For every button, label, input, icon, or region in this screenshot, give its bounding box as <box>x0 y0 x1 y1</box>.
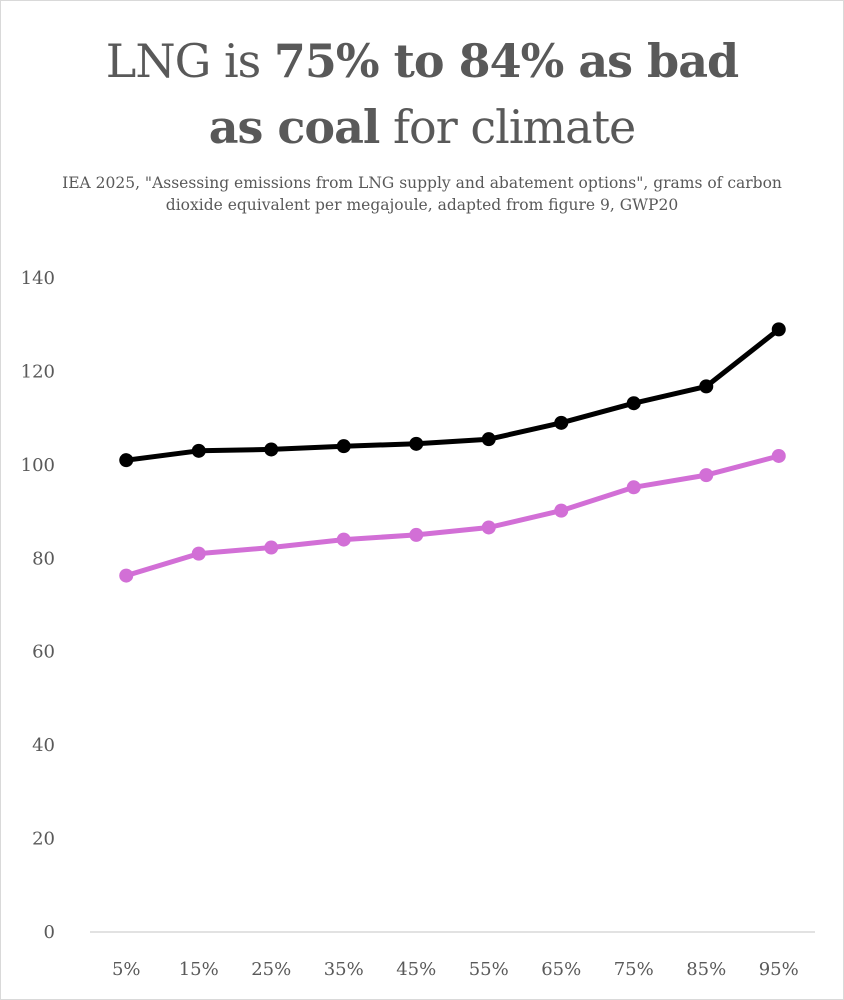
data-point-lng <box>264 540 279 555</box>
data-point-coal <box>481 432 496 447</box>
x-tick-label: 95% <box>759 959 799 980</box>
series-line-coal <box>123 326 782 463</box>
title-part-2: for climate <box>379 100 636 154</box>
title-part-1: LNG is <box>105 34 274 88</box>
x-tick-label: 5% <box>112 959 141 980</box>
data-point-coal <box>554 415 569 430</box>
x-tick-label: 85% <box>686 959 726 980</box>
x-tick-label: 75% <box>614 959 654 980</box>
data-point-coal <box>699 379 714 394</box>
title-bold-2: as coal <box>208 100 381 154</box>
data-point-coal <box>626 396 641 411</box>
x-tick-label: 55% <box>469 959 509 980</box>
x-tick-label: 35% <box>324 959 364 980</box>
data-point-coal <box>191 443 206 458</box>
data-point-lng <box>409 527 424 542</box>
data-point-coal <box>409 436 424 451</box>
x-tick-label: 45% <box>396 959 436 980</box>
y-tick-label: 0 <box>44 922 55 943</box>
title-bold-1: 75% to 84% as bad <box>273 34 739 88</box>
data-point-lng <box>626 480 641 495</box>
data-point-lng <box>771 448 786 463</box>
data-point-coal <box>336 439 351 454</box>
data-point-coal <box>264 442 279 457</box>
x-tick-label: 65% <box>541 959 581 980</box>
data-point-lng <box>191 546 206 561</box>
y-tick-label: 20 <box>32 829 55 850</box>
data-point-lng <box>119 568 134 583</box>
chart-title: LNG is 75% to 84% as bad as coal for cli… <box>0 28 844 160</box>
y-tick-label: 100 <box>21 455 55 476</box>
y-tick-label: 80 <box>32 548 55 569</box>
y-tick-label: 60 <box>32 642 55 663</box>
data-point-lng <box>336 532 351 547</box>
series-line-lng <box>123 453 782 579</box>
y-tick-label: 120 <box>21 361 55 382</box>
data-point-lng <box>699 468 714 483</box>
x-tick-label: 15% <box>179 959 219 980</box>
data-point-lng <box>554 503 569 518</box>
x-tick-label: 25% <box>251 959 291 980</box>
chart-subtitle: IEA 2025, "Assessing emissions from LNG … <box>62 174 782 214</box>
data-point-coal <box>771 322 786 337</box>
data-point-coal <box>119 453 134 468</box>
data-point-lng <box>481 520 496 535</box>
y-tick-label: 140 <box>21 268 55 289</box>
y-tick-label: 40 <box>32 735 55 756</box>
